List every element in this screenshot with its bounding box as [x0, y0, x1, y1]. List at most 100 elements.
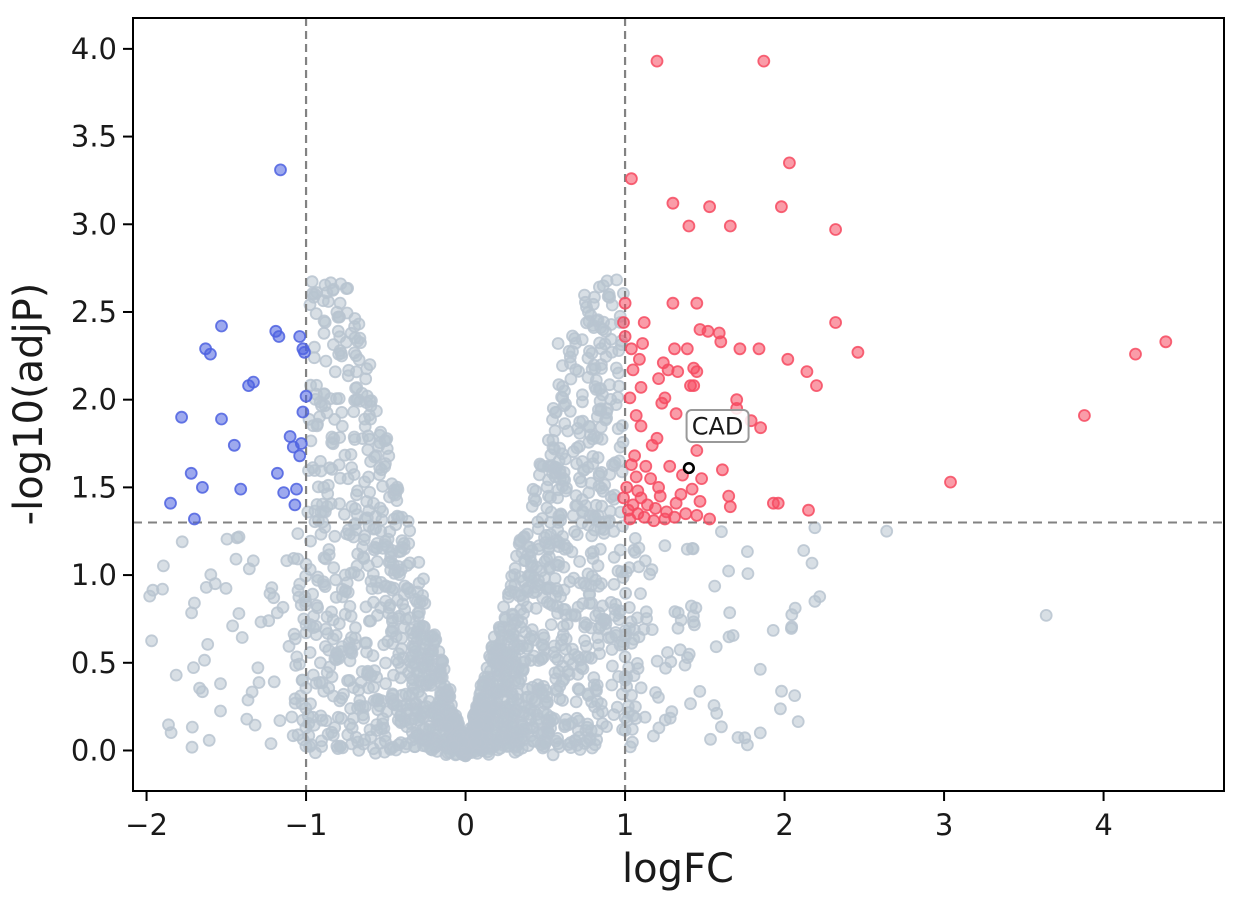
down-regulated-point: [164, 496, 177, 510]
up-regulated-point: [723, 219, 737, 233]
nonsignificant-point: [328, 365, 342, 379]
up-regulated-point: [1159, 335, 1173, 349]
nonsignificant-point: [808, 595, 822, 608]
nonsignificant-point: [398, 603, 412, 617]
nonsignificant-point: [439, 748, 453, 761]
nonsignificant-point: [219, 582, 233, 595]
nonsignificant-point: [321, 478, 335, 492]
nonsignificant-point: [583, 588, 597, 601]
nonsignificant-point: [607, 550, 621, 564]
up-regulated-point: [666, 296, 680, 310]
up-regulated-point: [733, 342, 747, 356]
nonsignificant-point: [409, 730, 423, 744]
nonsignificant-point: [164, 726, 178, 739]
up-regulated-point: [629, 409, 643, 422]
nonsignificant-point: [378, 538, 392, 552]
nonsignificant-point: [431, 712, 445, 726]
up-regulated-point: [666, 196, 680, 210]
nonsignificant-point: [305, 275, 319, 289]
y-tick-label: 2.5: [71, 295, 117, 329]
nonsignificant-point: [613, 440, 627, 454]
down-regulated-point: [270, 466, 284, 480]
y-tick-label: 3.5: [71, 120, 117, 154]
nonsignificant-point: [515, 741, 529, 755]
nonsignificant-point: [400, 720, 414, 734]
nonsignificant-point: [569, 695, 583, 709]
nonsignificant-point: [198, 653, 211, 667]
nonsignificant-point: [390, 698, 404, 712]
up-regulated-point: [690, 444, 704, 457]
up-regulated-point: [647, 514, 661, 528]
nonsignificant-point: [335, 741, 349, 755]
nonsignificant-point: [586, 552, 600, 565]
nonsignificant-point: [722, 564, 735, 578]
nonsignificant-point: [362, 614, 376, 628]
nonsignificant-points-layer: [143, 273, 1053, 763]
nonsignificant-point: [156, 582, 169, 596]
nonsignificant-point: [540, 528, 553, 542]
nonsignificant-point: [292, 657, 306, 671]
nonsignificant-point: [543, 562, 556, 576]
nonsignificant-point: [554, 590, 567, 604]
nonsignificant-point: [581, 351, 595, 365]
nonsignificant-point: [596, 484, 610, 498]
nonsignificant-point: [664, 655, 678, 669]
nonsignificant-point: [566, 329, 579, 343]
nonsignificant-point: [541, 724, 555, 738]
nonsignificant-point: [606, 659, 619, 673]
y-tick-label: 3.0: [71, 207, 117, 241]
nonsignificant-point: [319, 354, 333, 368]
nonsignificant-point: [576, 504, 590, 518]
nonsignificant-point: [286, 729, 300, 743]
nonsignificant-point: [686, 542, 699, 555]
x-tick-label: 2: [775, 808, 793, 842]
nonsignificant-point: [265, 581, 279, 594]
nonsignificant-point: [668, 605, 682, 619]
nonsignificant-point: [393, 568, 406, 582]
nonsignificant-point: [551, 337, 565, 350]
nonsignificant-point: [306, 419, 320, 433]
nonsignificant-point: [558, 473, 571, 487]
nonsignificant-point: [552, 536, 566, 549]
nonsignificant-point: [524, 555, 538, 569]
nonsignificant-point: [411, 606, 425, 620]
up-regulated-point: [757, 54, 771, 68]
nonsignificant-point: [482, 748, 496, 761]
down-regulated-point: [274, 163, 287, 177]
nonsignificant-point: [603, 378, 616, 392]
nonsignificant-point: [384, 625, 398, 639]
nonsignificant-point: [341, 728, 355, 742]
nonsignificant-point: [335, 405, 349, 419]
down-regulated-point: [293, 449, 307, 463]
nonsignificant-point: [379, 656, 393, 670]
up-regulated-point: [679, 507, 693, 521]
nonsignificant-point: [471, 718, 485, 731]
nonsignificant-point: [333, 330, 347, 344]
nonsignificant-point: [285, 710, 299, 724]
nonsignificant-point: [551, 606, 564, 620]
up-regulated-point: [682, 219, 696, 233]
up-regulated-point: [669, 496, 683, 510]
nonsignificant-point: [609, 398, 623, 412]
nonsignificant-point: [628, 546, 642, 559]
nonsignificant-point: [202, 733, 216, 747]
x-tick-label: 4: [1094, 808, 1112, 842]
nonsignificant-point: [581, 717, 594, 731]
down-regulated-point: [215, 412, 228, 426]
nonsignificant-point: [341, 472, 355, 486]
x-tick-label: −2: [125, 808, 168, 842]
annotation-layer: CAD: [682, 408, 750, 475]
nonsignificant-point: [731, 731, 745, 744]
plot-border: [132, 17, 1225, 792]
nonsignificant-point: [611, 422, 625, 436]
nonsignificant-point: [325, 670, 339, 684]
nonsignificant-point: [592, 467, 606, 481]
up-regulated-point: [652, 372, 665, 386]
nonsignificant-point: [495, 713, 509, 727]
nonsignificant-point: [572, 364, 585, 378]
nonsignificant-point: [529, 602, 543, 615]
nonsignificant-point: [341, 674, 355, 688]
up-regulated-point: [851, 345, 865, 359]
nonsignificant-point: [327, 561, 341, 575]
